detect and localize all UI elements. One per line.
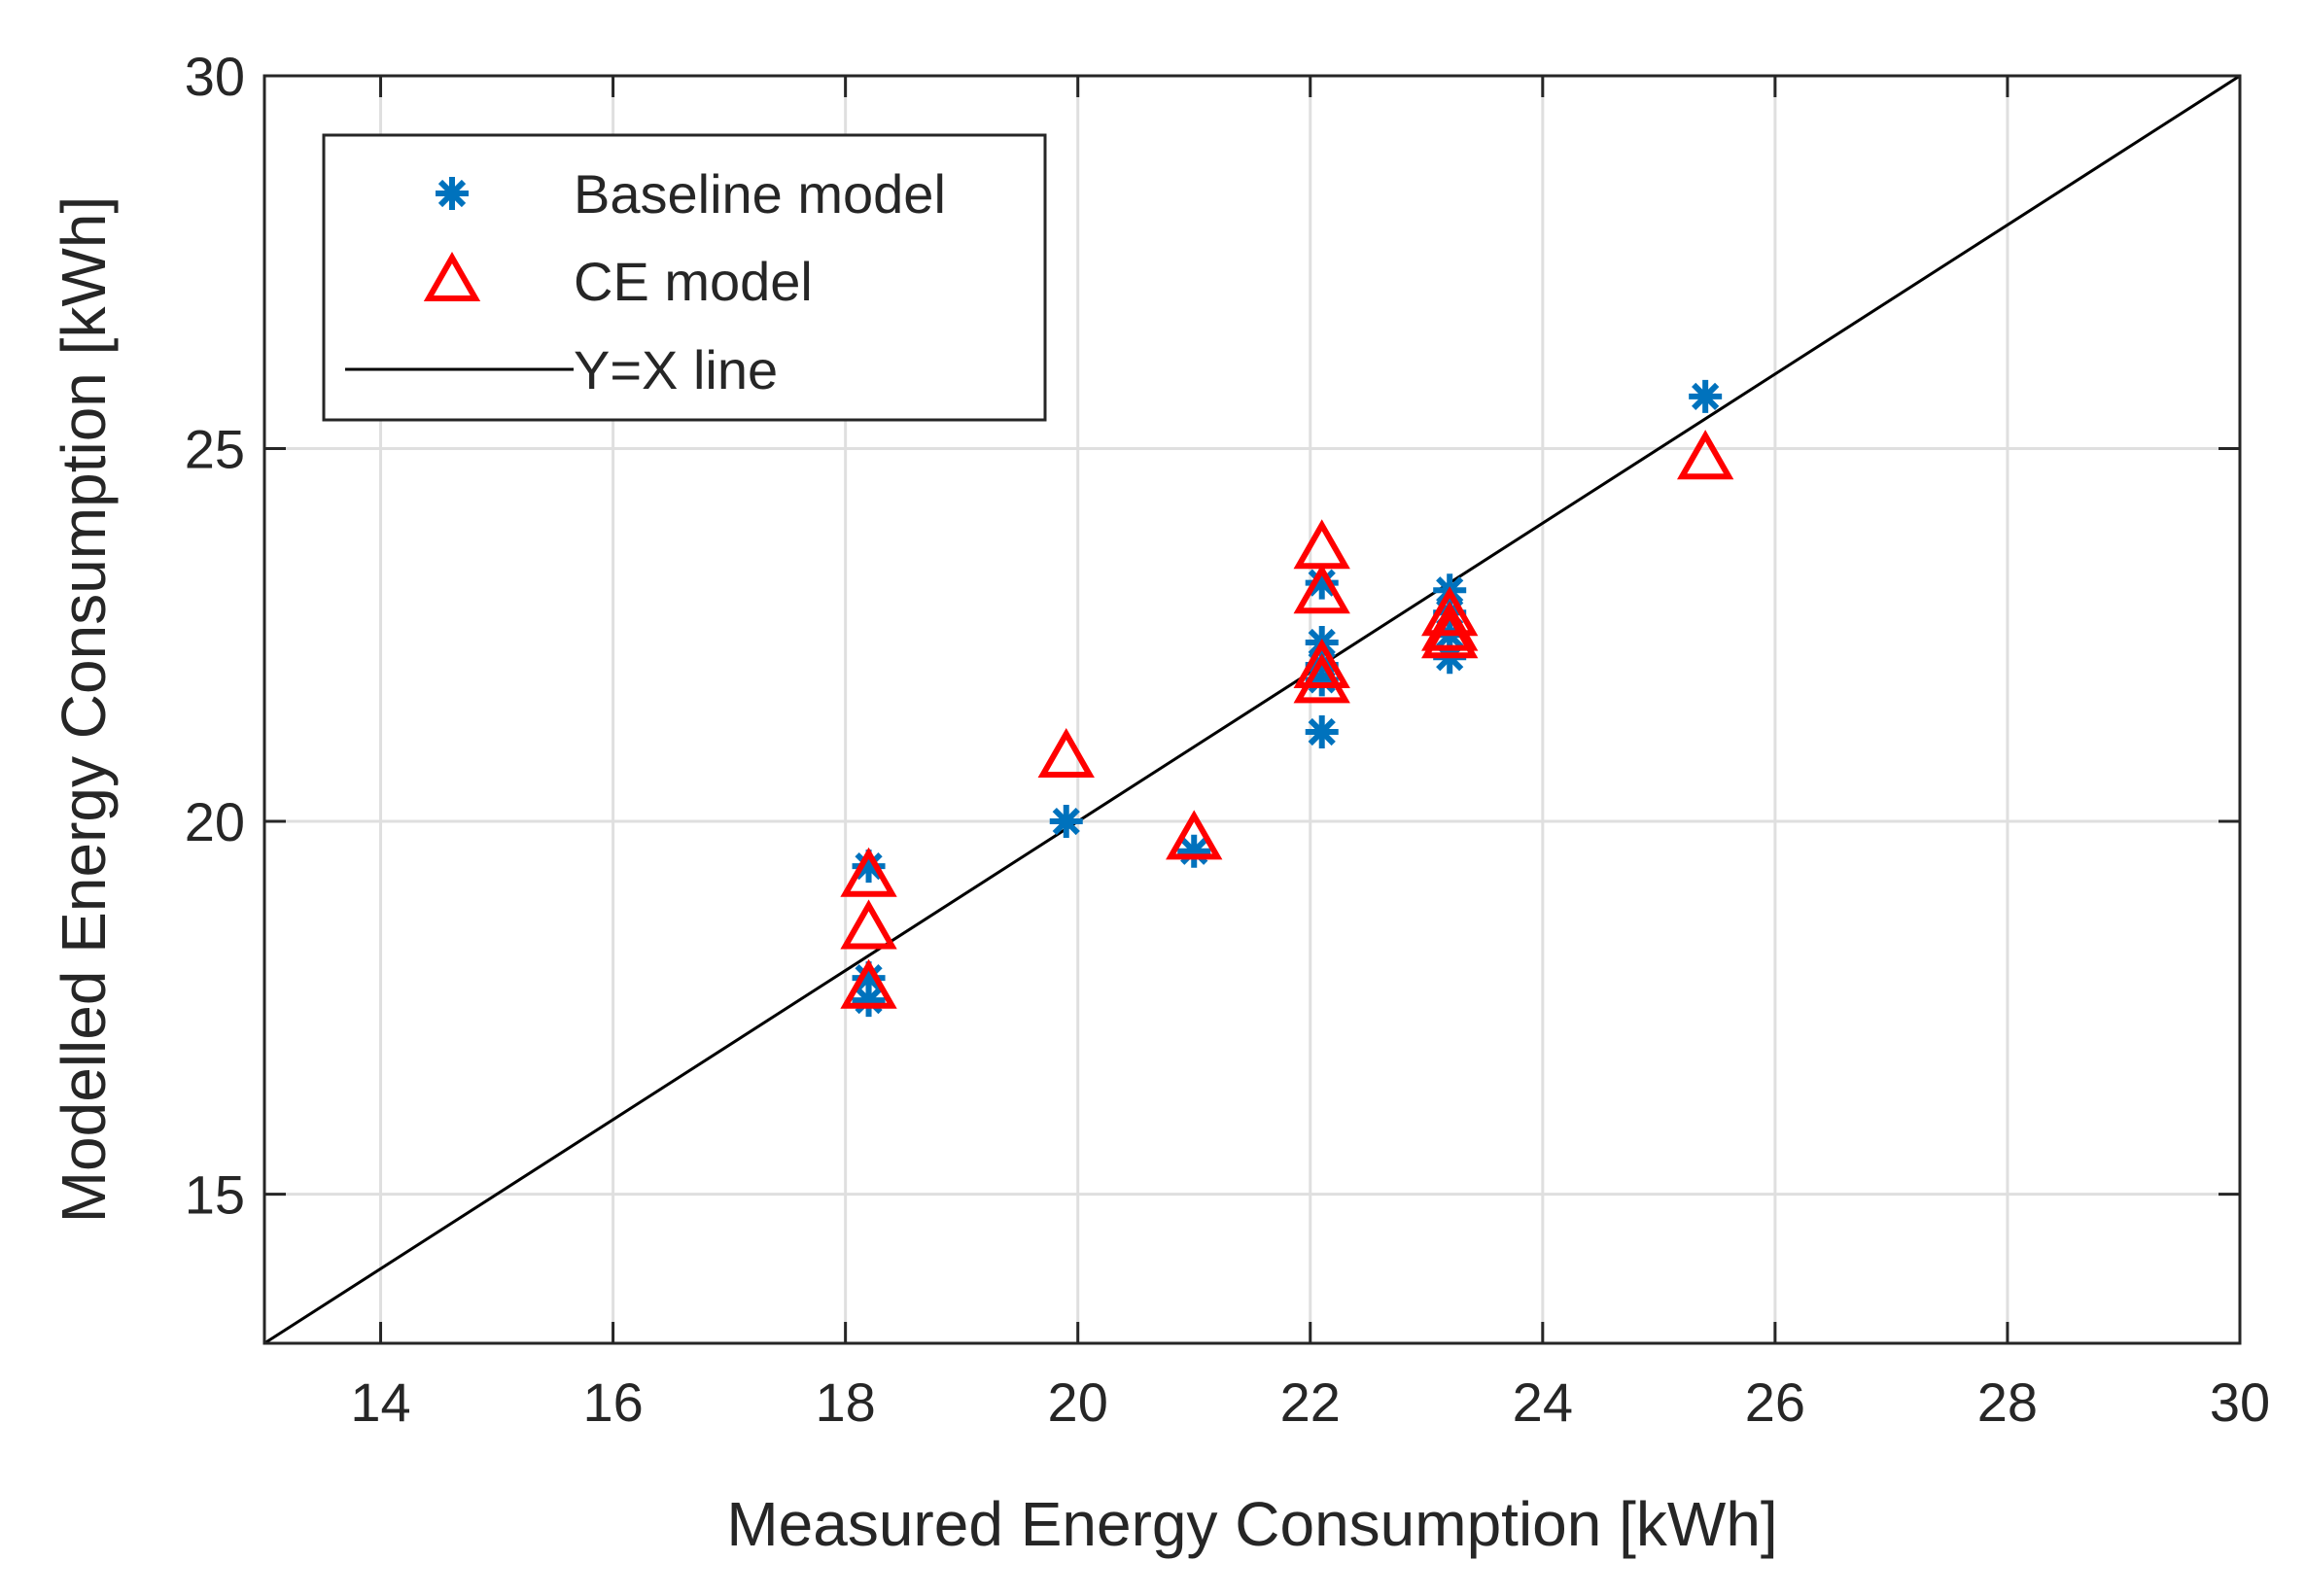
- x-axis-label: Measured Energy Consumption [kWh]: [726, 1489, 1777, 1559]
- x-tick-label: 22: [1280, 1371, 1341, 1433]
- x-tick-label: 14: [350, 1371, 410, 1433]
- legend-ce-marker-icon: [423, 251, 481, 301]
- legend-triangle-icon: [423, 251, 481, 301]
- legend-label-baseline: Baseline model: [574, 163, 946, 225]
- data-markers: [840, 379, 1734, 1018]
- legend-label-ce: CE model: [574, 251, 813, 312]
- ce-point: [1421, 586, 1479, 637]
- ce-point: [1293, 638, 1350, 688]
- axes-box: [262, 74, 2242, 1345]
- legend-baseline-marker-icon: [436, 177, 469, 210]
- y-tick-label: 30: [185, 46, 245, 107]
- ce-point: [1293, 564, 1350, 614]
- legend: Baseline model CE model Y=X line: [322, 133, 1047, 422]
- axis-ticks: 14 16 18 20 22 24 26 28 30 15 20 25 30: [185, 46, 2270, 1433]
- x-tick-label: 30: [2210, 1371, 2270, 1433]
- x-tick-label: 24: [1513, 1371, 1573, 1433]
- ce-point: [1421, 601, 1479, 651]
- y-tick-label: 20: [185, 791, 245, 852]
- baseline-point: [1049, 805, 1083, 839]
- x-tick-label: 18: [815, 1371, 875, 1433]
- baseline-point: [1689, 379, 1723, 413]
- ce-point: [840, 958, 897, 1009]
- ce-point: [1676, 430, 1734, 480]
- ce-point: [840, 899, 897, 950]
- x-tick-label: 26: [1745, 1371, 1805, 1433]
- y-axis-label: Modelled Energy Consumption [kWh]: [49, 196, 119, 1224]
- ce-point: [1166, 810, 1223, 860]
- baseline-point: [1305, 566, 1339, 600]
- ce-point: [1421, 608, 1479, 659]
- reference-line-layer: [263, 74, 2241, 1345]
- legend-asterisk-icon: [436, 177, 469, 210]
- ce-point: [840, 847, 897, 897]
- x-tick-label: 16: [582, 1371, 643, 1433]
- y-tick-label: 25: [185, 419, 245, 480]
- legend-label-yx: Y=X line: [574, 339, 778, 400]
- x-tick-label: 28: [1977, 1371, 2038, 1433]
- ce-point: [1037, 727, 1095, 779]
- baseline-point: [1305, 715, 1339, 749]
- yx-reference-line: [263, 74, 2241, 1345]
- ce-point: [1293, 653, 1350, 704]
- y-tick-label: 15: [185, 1164, 245, 1226]
- x-tick-label: 20: [1048, 1371, 1108, 1433]
